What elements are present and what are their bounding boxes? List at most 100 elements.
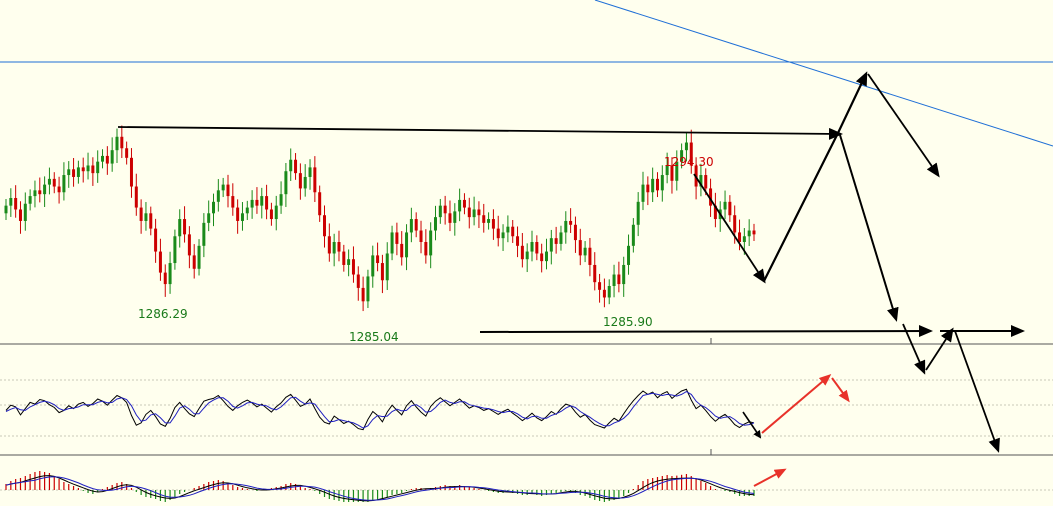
candle-body: [689, 142, 693, 166]
candle-body: [540, 253, 544, 262]
candle-body: [361, 287, 365, 302]
support-projection-line: [479, 325, 933, 338]
candle-body: [221, 184, 225, 191]
oscillator-rise-arrow: [761, 374, 832, 434]
candle-body: [236, 207, 240, 221]
candle-body: [294, 159, 298, 174]
candle-body: [250, 199, 254, 208]
projection-pullback-arrow: [867, 73, 940, 178]
candle-body: [4, 205, 8, 214]
candle-body: [265, 196, 269, 210]
candle-body: [544, 251, 548, 262]
candle-body: [81, 167, 85, 172]
candle-body: [327, 236, 331, 254]
candle-body: [318, 192, 322, 216]
candle-body: [158, 251, 162, 273]
candle-body: [298, 173, 302, 189]
candle-body: [516, 236, 520, 246]
candle-body: [72, 169, 76, 177]
candle-body: [631, 224, 635, 246]
candle-body: [47, 178, 51, 185]
candle-body: [429, 230, 433, 256]
candle-body: [675, 161, 679, 181]
candle-body: [323, 215, 327, 237]
oscillator-slow-line: [5, 391, 755, 429]
candle-body: [168, 263, 172, 285]
candle-body: [52, 178, 56, 187]
candle-body: [684, 142, 688, 151]
candle-body: [274, 205, 278, 220]
candle-body: [709, 188, 713, 206]
candle-body: [554, 238, 558, 244]
candle-body: [115, 136, 119, 151]
candle-body: [43, 184, 47, 195]
candle-body: [713, 205, 717, 220]
candle-body: [231, 196, 235, 208]
histogram-signal-slow: [5, 476, 755, 501]
histogram-series: [5, 471, 755, 505]
candle-body: [226, 184, 230, 197]
candle-body: [197, 245, 201, 269]
candle-body: [96, 161, 100, 174]
candle-body: [660, 175, 664, 191]
candle-body: [120, 136, 124, 149]
candle-body: [646, 184, 650, 193]
projection-break-arrow: [902, 323, 926, 375]
swing-label-1285-90: 1285.90: [603, 315, 653, 329]
candle-body: [105, 155, 109, 164]
candle-body: [733, 215, 737, 233]
candle-body: [593, 264, 597, 283]
candle-body: [207, 213, 211, 223]
candle-body: [303, 176, 307, 189]
swing-label-1286-29: 1286.29: [138, 307, 188, 321]
candle-body: [38, 190, 42, 195]
candle-body: [279, 194, 283, 206]
candle-body: [462, 199, 466, 208]
candle-body: [535, 242, 539, 254]
candle-body: [487, 219, 491, 223]
candle-body: [144, 213, 148, 221]
candle-body: [569, 220, 573, 225]
candle-body: [448, 213, 452, 223]
oscillator-dip-arrow: [831, 377, 850, 403]
oscillator-drop-arrow: [742, 411, 762, 439]
candle-body: [395, 232, 399, 244]
candle-body: [67, 169, 71, 176]
projection-retest-arrow: [925, 327, 954, 371]
candle-body: [670, 165, 674, 181]
candle-body: [578, 240, 582, 256]
histogram-signal-fast: [5, 475, 755, 502]
candle-body: [496, 228, 500, 239]
candle-body: [573, 224, 577, 241]
candle-body: [655, 178, 659, 191]
candle-body: [583, 247, 587, 256]
oscillator-fast-line: [5, 388, 755, 431]
candle-body: [86, 165, 90, 172]
candle-body: [564, 220, 568, 233]
candle-body: [602, 289, 606, 298]
candle-body: [33, 190, 37, 197]
candle-body: [366, 276, 370, 302]
candle-body: [101, 155, 105, 162]
candle-body: [530, 242, 534, 252]
candle-body: [110, 150, 114, 164]
candle-body: [588, 247, 592, 265]
candle-body: [458, 199, 462, 212]
candle-body: [289, 159, 293, 172]
candle-body: [443, 205, 447, 214]
candle-body: [183, 219, 187, 235]
candle-body: [129, 157, 133, 187]
candle-body: [173, 236, 177, 264]
candle-body: [342, 251, 346, 265]
candle-body: [178, 219, 182, 237]
candle-body: [704, 175, 708, 189]
candle-body: [308, 167, 312, 177]
candle-body: [665, 165, 669, 176]
candle-body: [641, 184, 645, 202]
candle-body: [607, 286, 611, 298]
candle-body: [125, 148, 129, 158]
candlestick-series: [4, 125, 756, 312]
candle-body: [91, 165, 95, 174]
candle-body: [491, 219, 495, 229]
